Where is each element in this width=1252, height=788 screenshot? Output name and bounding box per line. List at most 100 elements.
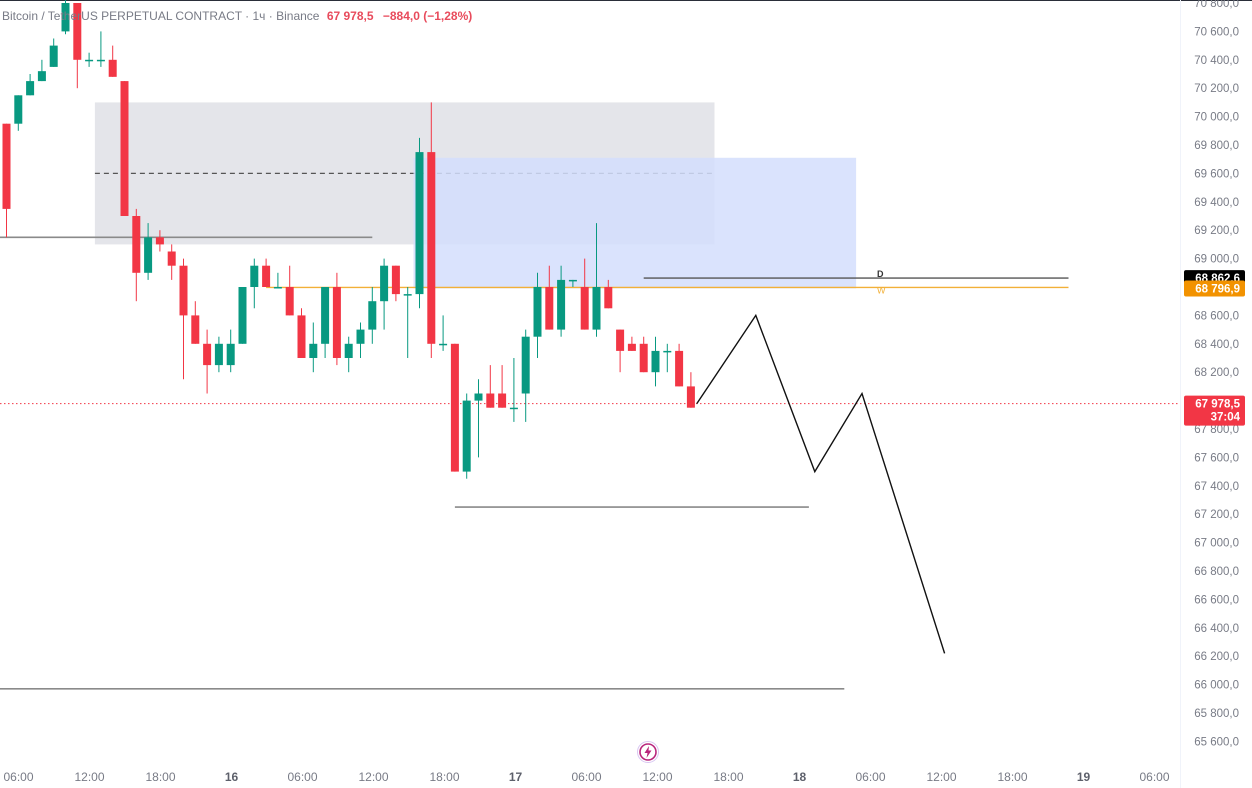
x-tick-label: 17 — [509, 770, 523, 784]
candle-body[interactable] — [545, 287, 554, 330]
candle-body[interactable] — [37, 71, 46, 82]
candle-body[interactable] — [616, 329, 625, 351]
x-tick-label: 12:00 — [358, 770, 388, 784]
candle-body[interactable] — [663, 350, 672, 353]
candle-body[interactable] — [250, 265, 259, 287]
candle-body[interactable] — [498, 393, 507, 408]
candle-body[interactable] — [14, 95, 23, 124]
x-tick-label: 12:00 — [74, 770, 104, 784]
candle-body[interactable] — [332, 287, 341, 358]
y-tick-label: 67 200,0 — [1194, 509, 1239, 521]
candle-body[interactable] — [651, 350, 660, 373]
candle-body[interactable] — [521, 336, 530, 394]
candle-body[interactable] — [439, 343, 448, 346]
candle-body[interactable] — [96, 59, 105, 62]
x-tick-label: 06:00 — [571, 770, 601, 784]
candle-body[interactable] — [132, 216, 141, 273]
candle-body[interactable] — [627, 343, 636, 351]
candle-body[interactable] — [686, 386, 695, 408]
y-tick-label: 66 000,0 — [1194, 680, 1239, 692]
candle-body[interactable] — [391, 265, 400, 295]
candle-body[interactable] — [462, 400, 471, 472]
symbol-header: Bitcoin / TetherUS PERPETUAL CONTRACT · … — [2, 9, 472, 23]
y-tick-label: 67 400,0 — [1194, 481, 1239, 493]
candle-body[interactable] — [604, 287, 613, 309]
y-tick-label: 66 800,0 — [1194, 566, 1239, 578]
y-tick-label: 70 200,0 — [1194, 83, 1239, 95]
candle-body[interactable] — [368, 301, 377, 330]
candle-body[interactable] — [592, 287, 601, 330]
candle-body[interactable] — [120, 81, 129, 216]
x-tick-label: 18 — [793, 770, 807, 784]
blue-zone[interactable] — [413, 157, 857, 289]
candle-body[interactable] — [203, 343, 212, 366]
candle-body[interactable] — [285, 287, 294, 316]
y-tick-label: 66 600,0 — [1194, 594, 1239, 606]
x-tick-label: 06:00 — [1139, 770, 1169, 784]
candle-body[interactable] — [309, 343, 318, 358]
x-tick-label: 12:00 — [926, 770, 956, 784]
y-tick-label: 66 400,0 — [1194, 623, 1239, 635]
y-tick-label: 67 800,0 — [1194, 424, 1239, 436]
candle-body[interactable] — [108, 59, 117, 77]
lightning-icon[interactable] — [637, 741, 659, 763]
y-tick-label: 65 800,0 — [1194, 708, 1239, 720]
candle-body[interactable] — [415, 152, 424, 295]
candle-body[interactable] — [356, 329, 365, 344]
candle-body[interactable] — [73, 3, 82, 60]
level-tag-w: W — [877, 285, 886, 295]
candle-body[interactable] — [191, 315, 200, 344]
price-badge-current-text: 67 978,5 — [1195, 399, 1240, 411]
candle-body[interactable] — [474, 393, 483, 401]
candle-body[interactable] — [639, 343, 648, 373]
candle-body[interactable] — [273, 287, 282, 289]
candle-body[interactable] — [179, 265, 188, 316]
projection-path[interactable] — [696, 313, 946, 654]
candle-body[interactable] — [26, 81, 35, 96]
x-tick-label: 18:00 — [145, 770, 175, 784]
candle-body[interactable] — [380, 265, 389, 302]
candle-body[interactable] — [450, 343, 459, 472]
candle-body[interactable] — [49, 45, 58, 67]
y-tick-label: 70 600,0 — [1194, 26, 1239, 38]
candle-body[interactable] — [580, 287, 589, 330]
y-tick-label: 69 000,0 — [1194, 254, 1239, 266]
y-tick-label: 66 200,0 — [1194, 651, 1239, 663]
x-tick-label: 06:00 — [3, 770, 33, 784]
candle-body[interactable] — [238, 287, 247, 344]
price-badge-current — [1184, 395, 1245, 426]
price-badge-current-text: 37:04 — [1211, 412, 1241, 424]
candle-body[interactable] — [144, 237, 153, 273]
price-axis-separator — [1180, 0, 1181, 788]
candle-body[interactable] — [85, 59, 94, 62]
candle-body[interactable] — [675, 350, 684, 387]
candle-body[interactable] — [403, 294, 412, 296]
y-tick-label: 70 000,0 — [1194, 112, 1239, 124]
level-tag-d: D — [877, 269, 884, 279]
y-tick-label: 69 800,0 — [1194, 140, 1239, 152]
candle-body[interactable] — [533, 287, 542, 337]
candle-body[interactable] — [167, 251, 176, 266]
candle-body[interactable] — [297, 315, 306, 358]
candle-body[interactable] — [226, 343, 235, 366]
candle-body[interactable] — [427, 152, 436, 344]
candle-body[interactable] — [568, 279, 577, 282]
candle-body[interactable] — [262, 265, 271, 287]
y-tick-label: 67 000,0 — [1194, 538, 1239, 550]
candle-body[interactable] — [321, 287, 330, 344]
y-tick-label: 69 200,0 — [1194, 225, 1239, 237]
candle-body[interactable] — [2, 123, 11, 209]
candle-body[interactable] — [486, 393, 495, 408]
candle-body[interactable] — [344, 343, 353, 358]
x-tick-label: 16 — [225, 770, 239, 784]
candle-body[interactable] — [509, 407, 518, 410]
candle-body[interactable] — [214, 343, 223, 366]
candle-body[interactable] — [61, 3, 70, 32]
y-tick-label: 70 400,0 — [1194, 55, 1239, 67]
candle-body[interactable] — [557, 279, 566, 330]
candle-body[interactable] — [155, 237, 164, 245]
x-tick-label: 06:00 — [855, 770, 885, 784]
header-change: −884,0 (−1,28%) — [382, 9, 473, 23]
